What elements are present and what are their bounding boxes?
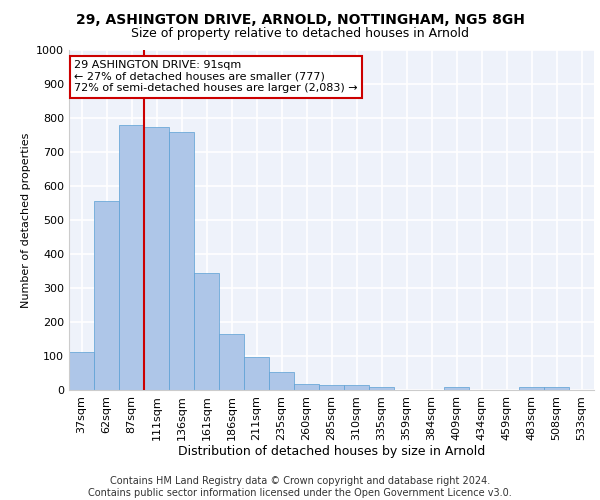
Bar <box>294 384 319 390</box>
X-axis label: Distribution of detached houses by size in Arnold: Distribution of detached houses by size … <box>178 446 485 458</box>
Bar <box>244 356 269 390</box>
Bar <box>444 387 469 390</box>
Bar <box>344 385 369 390</box>
Text: Size of property relative to detached houses in Arnold: Size of property relative to detached ho… <box>131 28 469 40</box>
Bar <box>369 386 394 390</box>
Bar <box>219 334 244 390</box>
Text: 29 ASHINGTON DRIVE: 91sqm
← 27% of detached houses are smaller (777)
72% of semi: 29 ASHINGTON DRIVE: 91sqm ← 27% of detac… <box>74 60 358 94</box>
Bar <box>269 372 294 390</box>
Bar <box>94 202 119 390</box>
Bar <box>519 387 544 390</box>
Bar <box>169 132 194 390</box>
Text: Contains HM Land Registry data © Crown copyright and database right 2024.
Contai: Contains HM Land Registry data © Crown c… <box>88 476 512 498</box>
Bar <box>194 274 219 390</box>
Y-axis label: Number of detached properties: Number of detached properties <box>20 132 31 308</box>
Bar <box>544 387 569 390</box>
Bar <box>144 126 169 390</box>
Bar <box>319 385 344 390</box>
Bar <box>69 352 94 390</box>
Text: 29, ASHINGTON DRIVE, ARNOLD, NOTTINGHAM, NG5 8GH: 29, ASHINGTON DRIVE, ARNOLD, NOTTINGHAM,… <box>76 12 524 26</box>
Bar <box>119 126 144 390</box>
